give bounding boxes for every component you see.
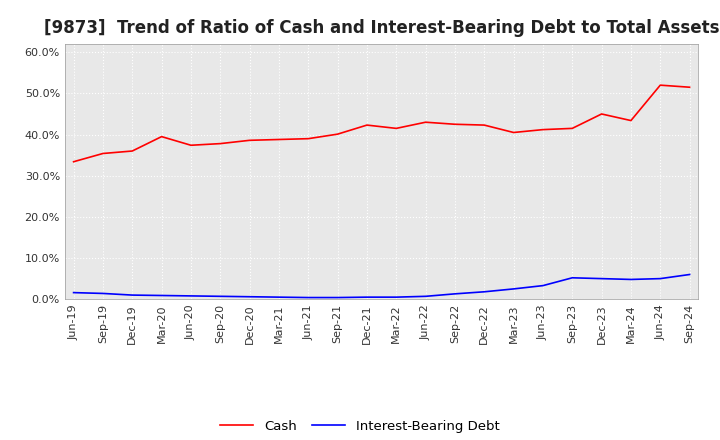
Interest-Bearing Debt: [274, 294, 283, 300]
Interest-Bearing Debt: [421, 293, 430, 299]
Interest-Bearing Debt: [568, 275, 577, 280]
Cash: [656, 83, 665, 88]
Interest-Bearing Debt: [246, 294, 254, 299]
Cash: [157, 134, 166, 139]
Interest-Bearing Debt: [216, 293, 225, 299]
Cash: [363, 122, 372, 128]
Interest-Bearing Debt: [626, 277, 635, 282]
Interest-Bearing Debt: [333, 295, 342, 300]
Cash: [685, 84, 694, 90]
Cash: [69, 159, 78, 165]
Line: Interest-Bearing Debt: Interest-Bearing Debt: [73, 275, 690, 297]
Interest-Bearing Debt: [304, 295, 312, 300]
Interest-Bearing Debt: [69, 290, 78, 295]
Interest-Bearing Debt: [363, 294, 372, 300]
Cash: [333, 132, 342, 137]
Cash: [186, 143, 195, 148]
Cash: [626, 118, 635, 123]
Interest-Bearing Debt: [392, 294, 400, 300]
Cash: [246, 138, 254, 143]
Cash: [274, 137, 283, 142]
Interest-Bearing Debt: [598, 276, 606, 281]
Interest-Bearing Debt: [539, 283, 547, 288]
Cash: [568, 126, 577, 131]
Cash: [598, 111, 606, 117]
Interest-Bearing Debt: [157, 293, 166, 298]
Line: Cash: Cash: [73, 85, 690, 162]
Cash: [304, 136, 312, 141]
Title: [9873]  Trend of Ratio of Cash and Interest-Bearing Debt to Total Assets: [9873] Trend of Ratio of Cash and Intere…: [44, 19, 719, 37]
Cash: [509, 130, 518, 135]
Interest-Bearing Debt: [451, 291, 459, 297]
Cash: [392, 126, 400, 131]
Interest-Bearing Debt: [128, 293, 137, 298]
Interest-Bearing Debt: [685, 272, 694, 277]
Interest-Bearing Debt: [480, 289, 489, 294]
Cash: [451, 121, 459, 127]
Cash: [99, 151, 107, 156]
Cash: [128, 148, 137, 154]
Cash: [421, 120, 430, 125]
Interest-Bearing Debt: [656, 276, 665, 281]
Legend: Cash, Interest-Bearing Debt: Cash, Interest-Bearing Debt: [215, 414, 505, 438]
Interest-Bearing Debt: [99, 291, 107, 296]
Cash: [480, 122, 489, 128]
Interest-Bearing Debt: [509, 286, 518, 292]
Cash: [216, 141, 225, 146]
Cash: [539, 127, 547, 132]
Interest-Bearing Debt: [186, 293, 195, 299]
